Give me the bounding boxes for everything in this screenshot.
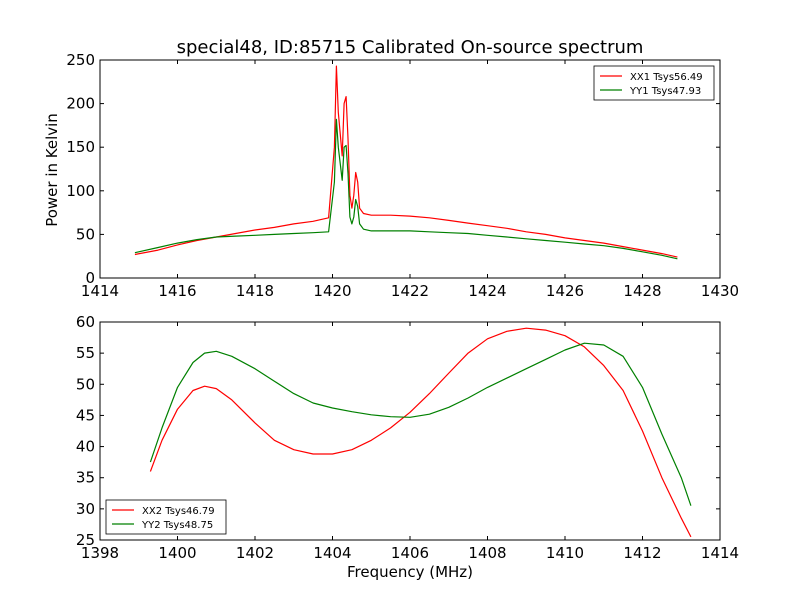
- legend-box: [593, 65, 715, 101]
- y-tick-label: 150: [66, 138, 95, 156]
- x-tick-label: 1418: [236, 282, 274, 300]
- y-tick-label: 40: [76, 438, 95, 456]
- series-line-2: [149, 342, 692, 506]
- y-tick-label: 250: [66, 51, 95, 69]
- x-tick-label: 1408: [468, 544, 506, 562]
- y-tick-label: 45: [76, 406, 95, 424]
- x-tick-label: 1428: [623, 282, 661, 300]
- x-tick-label: 1406: [391, 544, 429, 562]
- x-tick-label: 1402: [236, 544, 274, 562]
- legend: XX2 Tsys46.79 YY2 Tsys48.75: [105, 499, 227, 535]
- x-tick-label: 1414: [701, 544, 739, 562]
- bottom-panel: 1398 1400 1402 1404 1406 1408 1410 1412 1414 25 30…: [76, 313, 739, 562]
- x-tick-label: 1410: [546, 544, 584, 562]
- y-tick-label: 30: [76, 500, 95, 518]
- x-tick-label: 1412: [623, 544, 661, 562]
- x-tick-label: 1420: [313, 282, 351, 300]
- legend: XX1 Tsys56.49 YY1 Tsys47.93: [593, 65, 715, 101]
- x-tick-label: 1404: [313, 544, 351, 562]
- x-tick-label: 1416: [158, 282, 196, 300]
- y-tick-label: 200: [66, 95, 95, 113]
- x-tick-label: 1424: [468, 282, 506, 300]
- y-tick-label: 25: [76, 531, 95, 549]
- legend-label: XX1 Tsys56.49: [630, 72, 703, 83]
- series-line-1: [134, 65, 678, 258]
- legend-box: [105, 499, 227, 535]
- x-tick-label: 1422: [391, 282, 429, 300]
- top-y-axis-label: Power in Kelvin: [43, 113, 61, 227]
- y-tick-label: 100: [66, 182, 95, 200]
- y-tick-label: 35: [76, 469, 95, 487]
- series-line-1: [149, 327, 692, 538]
- y-tick-label: 0: [85, 269, 95, 287]
- y-tick-label: 50: [76, 225, 95, 243]
- legend-label: YY1 Tsys47.93: [629, 86, 701, 97]
- x-tick-label: 1430: [701, 282, 739, 300]
- series-line-2: [134, 118, 678, 260]
- x-tick-label: 1400: [158, 544, 196, 562]
- chart-title: special48, ID:85715 Calibrated On-source…: [177, 37, 644, 58]
- top-panel: 1414 1416 1418 1420 1422 1424 1426 1428 1430 0 50 1…: [66, 51, 739, 300]
- y-tick-label: 60: [76, 313, 95, 331]
- x-tick-label: 1426: [546, 282, 584, 300]
- y-tick-label: 50: [76, 375, 95, 393]
- legend-label: YY2 Tsys48.75: [141, 520, 213, 531]
- x-tick-label: 1398: [81, 544, 119, 562]
- bottom-x-axis-label: Frequency (MHz): [347, 563, 473, 581]
- y-tick-label: 55: [76, 344, 95, 362]
- legend-label: XX2 Tsys46.79: [142, 506, 215, 517]
- x-tick-label: 1414: [81, 282, 119, 300]
